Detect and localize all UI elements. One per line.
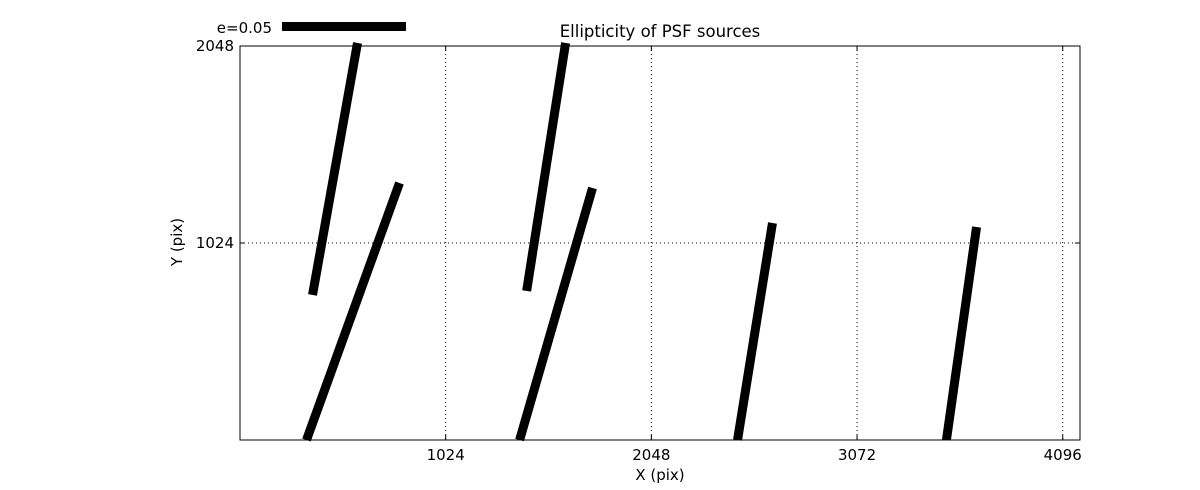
ellipticity-stick bbox=[733, 222, 777, 441]
ellipticity-stick bbox=[302, 181, 404, 442]
ellipticity-stick bbox=[515, 186, 597, 442]
ellipticity-stick bbox=[308, 42, 362, 296]
x-tick-label: 4096 bbox=[1043, 446, 1082, 464]
x-tick-label: 1024 bbox=[426, 446, 465, 464]
x-axis-label: X (pix) bbox=[635, 466, 685, 484]
legend-scale-bar bbox=[282, 22, 406, 31]
y-axis-label: Y (pix) bbox=[168, 217, 186, 267]
x-tick-label: 2048 bbox=[632, 446, 671, 464]
ellipticity-stick bbox=[941, 226, 982, 441]
chart-title: Ellipticity of PSF sources bbox=[559, 22, 761, 41]
x-tick-label: 3072 bbox=[837, 446, 877, 464]
y-tick-label: 1024 bbox=[195, 234, 234, 252]
legend-label: e=0.05 bbox=[216, 19, 272, 37]
y-tick-label: 2048 bbox=[195, 37, 234, 55]
ellipticity-stick bbox=[522, 42, 571, 292]
